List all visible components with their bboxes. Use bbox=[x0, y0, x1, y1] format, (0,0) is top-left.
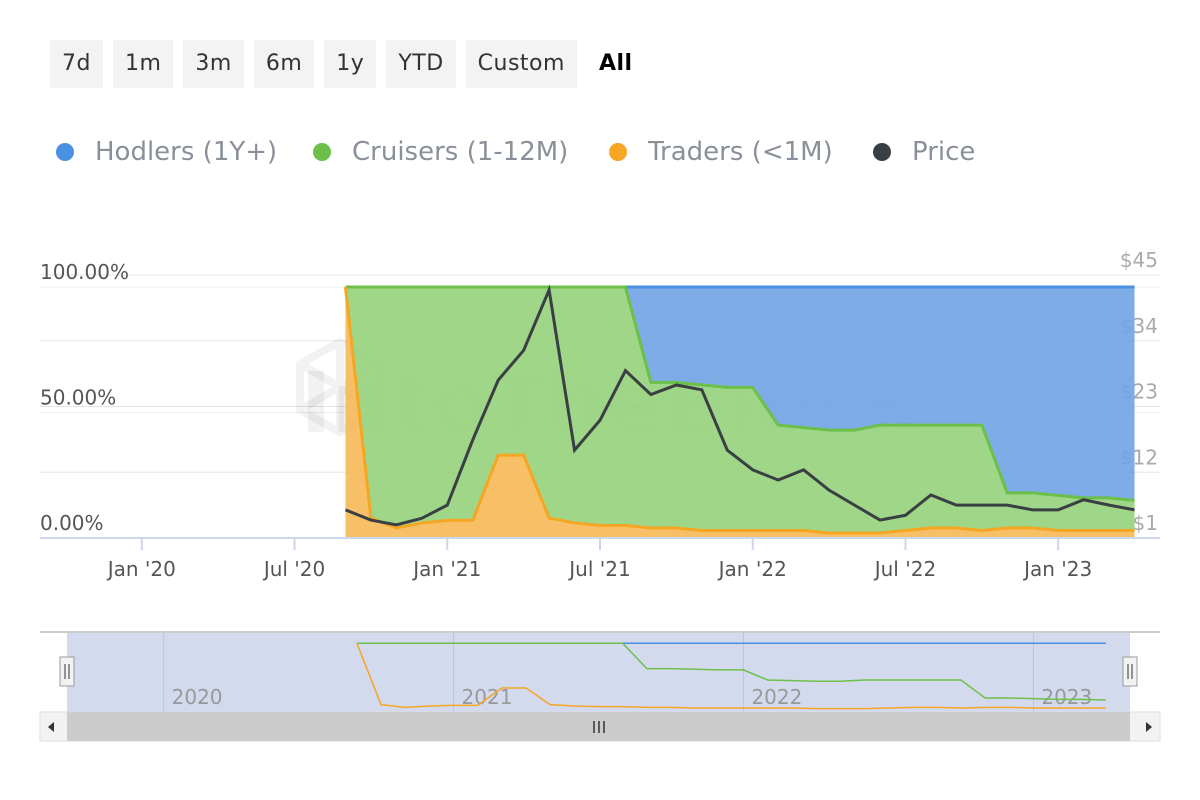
range-button[interactable]: 7d bbox=[50, 40, 103, 88]
navigator-handle[interactable] bbox=[1122, 656, 1138, 687]
x-tick-label: Jul '20 bbox=[262, 557, 325, 581]
navigator-line bbox=[356, 642, 1106, 701]
navigator-label: 2022 bbox=[751, 685, 802, 709]
legend-label[interactable]: Hodlers (1Y+) bbox=[95, 137, 277, 167]
area-line bbox=[345, 285, 1135, 502]
x-tick-label: Jul '21 bbox=[567, 557, 630, 581]
y-tick-label: 50.00% bbox=[40, 386, 116, 410]
legend-marker bbox=[609, 143, 627, 161]
scrollbar-grip bbox=[593, 721, 605, 733]
range-button[interactable]: 3m bbox=[183, 40, 244, 88]
area-fill bbox=[345, 287, 1135, 533]
x-tick-label: Jan '20 bbox=[106, 557, 176, 581]
range-button[interactable]: 6m bbox=[253, 40, 315, 88]
navigator-label: 2023 bbox=[1041, 685, 1092, 709]
y2-tick-label: $45 bbox=[1120, 248, 1158, 272]
y-tick-label: 100.00% bbox=[40, 260, 129, 284]
legend-label[interactable]: Cruisers (1-12M) bbox=[352, 137, 568, 167]
range-button[interactable]: Custom bbox=[465, 40, 577, 88]
legend-label[interactable]: Traders (<1M) bbox=[647, 137, 833, 167]
x-tick-label: Jan '22 bbox=[717, 557, 787, 581]
range-selector: 7d 1m 3m 6m 1y YTD Custom All bbox=[50, 40, 645, 88]
y2-tick-label: $1 bbox=[1133, 511, 1158, 535]
watermark-logo bbox=[296, 337, 384, 437]
area-fill bbox=[345, 287, 1135, 501]
x-tick-label: Jan '23 bbox=[1022, 557, 1092, 581]
legend-label[interactable]: Price bbox=[912, 137, 975, 167]
range-button[interactable]: 1m bbox=[112, 40, 174, 88]
navigator-label: 2020 bbox=[172, 685, 223, 709]
scroll-left[interactable] bbox=[48, 722, 54, 732]
navigator-mask bbox=[67, 633, 1130, 712]
scroll-right[interactable] bbox=[1146, 722, 1152, 732]
x-tick-label: Jan '21 bbox=[411, 557, 481, 581]
area-line bbox=[343, 286, 1135, 535]
navigator-line bbox=[356, 642, 1106, 710]
navigator-handle[interactable] bbox=[59, 656, 75, 687]
x-tick-label: Jul '22 bbox=[873, 557, 936, 581]
range-button[interactable]: All bbox=[598, 51, 633, 76]
legend-marker bbox=[873, 143, 891, 161]
range-button[interactable]: 1y bbox=[324, 40, 377, 88]
legend-marker bbox=[56, 143, 74, 161]
handle-grip bbox=[64, 664, 70, 679]
legend-marker bbox=[313, 143, 331, 161]
handle-grip bbox=[1127, 664, 1133, 679]
y-tick-label: 0.00% bbox=[40, 511, 104, 535]
range-button[interactable]: YTD bbox=[386, 40, 456, 88]
price-line bbox=[344, 284, 1135, 527]
